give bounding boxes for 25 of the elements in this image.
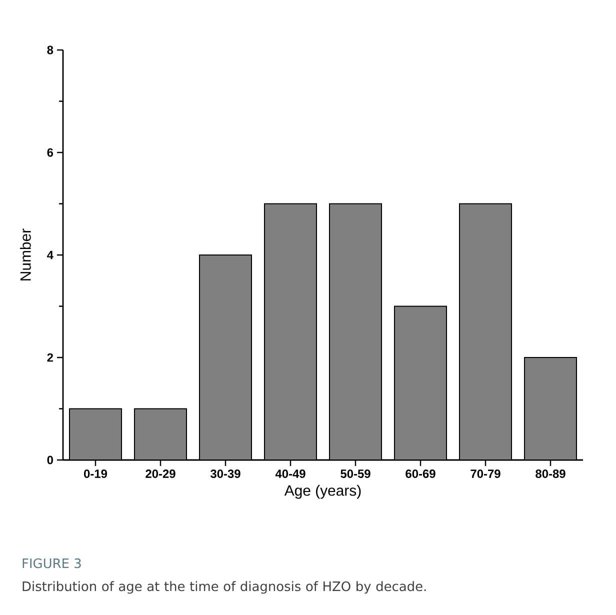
x-tick-label: 70-79 [470, 470, 500, 478]
x-tick-label: 50-59 [340, 470, 370, 478]
y-tick-label: 8 [47, 46, 54, 54]
text: Distribution of age at the time of diagnosis of HZO by decade. [22, 581, 426, 594]
y-tick-label: 6 [47, 148, 54, 157]
y-tick-label: 4 [47, 250, 54, 260]
x-tick-label: 20-29 [146, 470, 176, 478]
bar [459, 203, 512, 460]
x-tick-label: 40-49 [275, 470, 306, 478]
y-tick-label: 0 [47, 456, 53, 464]
bar [199, 254, 252, 460]
y-tick-label: 2 [47, 353, 54, 362]
bar [329, 203, 382, 460]
x-tick-label: 60-69 [406, 470, 436, 478]
x-tick-label: 0-19 [84, 470, 108, 478]
y-axis-title: Number [20, 228, 31, 280]
bar [134, 408, 188, 460]
bar [394, 306, 448, 460]
bar [264, 203, 318, 460]
x-tick-label: 80-89 [536, 470, 566, 478]
x-tick-label: 30-39 [210, 470, 240, 478]
caption: FIGURE 3 [22, 558, 81, 568]
x-axis-title: Age (years) [284, 484, 361, 499]
bar [524, 356, 578, 460]
bar [69, 408, 122, 460]
